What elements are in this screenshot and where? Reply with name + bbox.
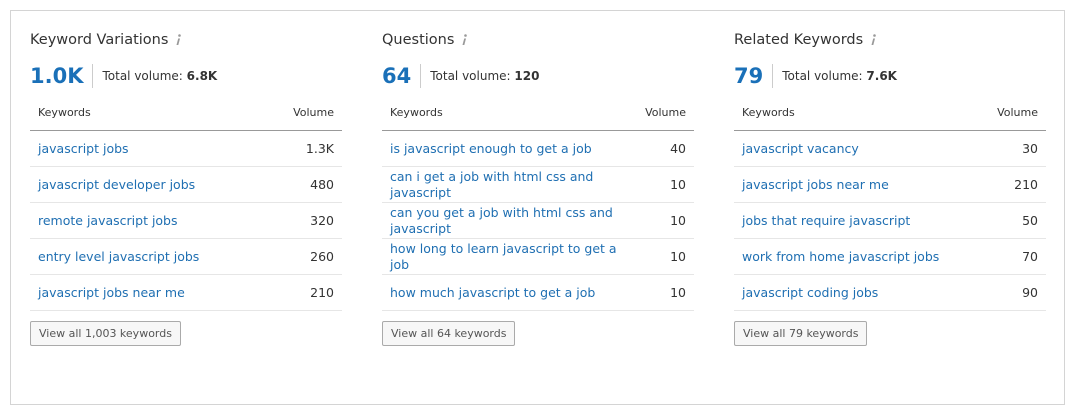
view-all-button[interactable]: View all 1,003 keywords (30, 321, 181, 346)
table-row: javascript jobs near me 210 (30, 275, 342, 311)
keyword-link[interactable]: javascript jobs near me (38, 284, 185, 300)
total-volume: Total volume: 120 (421, 69, 539, 83)
table-header: Keywords Volume (734, 94, 1046, 131)
volume-value: 7.6K (866, 69, 897, 83)
column-header: Keywords (742, 105, 795, 119)
volume: 30 (1022, 141, 1038, 156)
volume: 320 (310, 213, 334, 228)
volume-label: Total volume: (430, 69, 511, 83)
volume: 10 (670, 213, 686, 228)
table-row: javascript developer jobs 480 (30, 167, 342, 203)
table-row: how long to learn javascript to get a jo… (382, 239, 694, 275)
keyword-link[interactable]: can i get a job with html css and javasc… (390, 168, 594, 200)
table-row: remote javascript jobs 320 (30, 203, 342, 239)
keyword-link[interactable]: remote javascript jobs (38, 212, 178, 228)
count: 64 (382, 64, 422, 88)
volume: 40 (670, 141, 686, 156)
volume: 70 (1022, 249, 1038, 264)
table-header: Keywords Volume (30, 94, 342, 131)
info-icon[interactable] (460, 34, 468, 46)
volume: 50 (1022, 213, 1038, 228)
keyword-link[interactable]: how long to learn javascript to get a jo… (390, 240, 617, 272)
volume: 210 (1014, 177, 1038, 192)
volume-label: Total volume: (782, 69, 863, 83)
table-row: javascript vacancy 30 (734, 131, 1046, 167)
summary: 79 Total volume: 7.6K (734, 62, 1046, 90)
panel: Questions 64 Total volume: 120 Keywords Volu… (382, 29, 694, 346)
keyword-link[interactable]: how much javascript to get a job (390, 284, 596, 300)
widget-frame: Keyword Variations 1.0K Total volume: 6.8K… (10, 10, 1065, 405)
volume-value: 120 (514, 69, 540, 83)
keyword-link[interactable]: entry level javascript jobs (38, 248, 200, 264)
panel: Keyword Variations 1.0K Total volume: 6.8K… (30, 29, 342, 346)
summary: 64 Total volume: 120 (382, 62, 694, 90)
panel: Related Keywords 79 Total volume: 7.6K Keyw… (734, 29, 1046, 346)
info-icon[interactable] (869, 34, 877, 46)
volume: 10 (670, 249, 686, 264)
column-header: Volume (997, 105, 1038, 119)
table-row: javascript jobs 1.3K (30, 131, 342, 167)
keyword-link[interactable]: javascript coding jobs (742, 284, 879, 300)
column-header: Volume (293, 105, 334, 119)
volume: 1.3K (305, 141, 334, 156)
volume: 260 (310, 249, 334, 264)
table-row: work from home javascript jobs 70 (734, 239, 1046, 275)
column-header: Keywords (38, 105, 91, 119)
panel-title: Related Keywords (734, 29, 1046, 51)
keyword-link[interactable]: can you get a job with html css and java… (390, 204, 613, 236)
panel-title: Questions (382, 29, 694, 51)
keyword-link[interactable]: jobs that require javascript (742, 212, 911, 228)
keyword-link[interactable]: javascript jobs (38, 140, 129, 156)
table-row: jobs that require javascript 50 (734, 203, 1046, 239)
column-header: Volume (645, 105, 686, 119)
title-text: Keyword Variations (30, 32, 169, 48)
keyword-link[interactable]: javascript jobs near me (742, 176, 889, 192)
title-text: Questions (382, 32, 455, 48)
table-row: entry level javascript jobs 260 (30, 239, 342, 275)
table-row: how much javascript to get a job 10 (382, 275, 694, 311)
volume: 210 (310, 285, 334, 300)
total-volume: Total volume: 6.8K (93, 69, 217, 83)
keyword-link[interactable]: javascript vacancy (742, 140, 859, 156)
summary: 1.0K Total volume: 6.8K (30, 62, 342, 90)
table-row: javascript coding jobs 90 (734, 275, 1046, 311)
view-all-button[interactable]: View all 79 keywords (734, 321, 868, 346)
keyword-link[interactable]: is javascript enough to get a job (390, 140, 592, 156)
count: 79 (734, 64, 774, 88)
table-row: javascript jobs near me 210 (734, 167, 1046, 203)
volume: 480 (310, 177, 334, 192)
count: 1.0K (30, 64, 94, 88)
table-row: is javascript enough to get a job 40 (382, 131, 694, 167)
info-icon[interactable] (174, 34, 182, 46)
keyword-link[interactable]: javascript developer jobs (38, 176, 196, 192)
keyword-link[interactable]: work from home javascript jobs (742, 248, 940, 264)
panel-title: Keyword Variations (30, 29, 342, 51)
volume-value: 6.8K (186, 69, 218, 83)
table-row: can i get a job with html css and javasc… (382, 167, 694, 203)
volume-label: Total volume: (102, 69, 183, 83)
volume: 10 (670, 285, 686, 300)
column-header: Keywords (390, 105, 443, 119)
total-volume: Total volume: 7.6K (773, 69, 897, 83)
title-text: Related Keywords (734, 32, 864, 48)
table-header: Keywords Volume (382, 94, 694, 131)
volume: 10 (670, 177, 686, 192)
view-all-button[interactable]: View all 64 keywords (382, 321, 516, 346)
table-row: can you get a job with html css and java… (382, 203, 694, 239)
volume: 90 (1022, 285, 1038, 300)
